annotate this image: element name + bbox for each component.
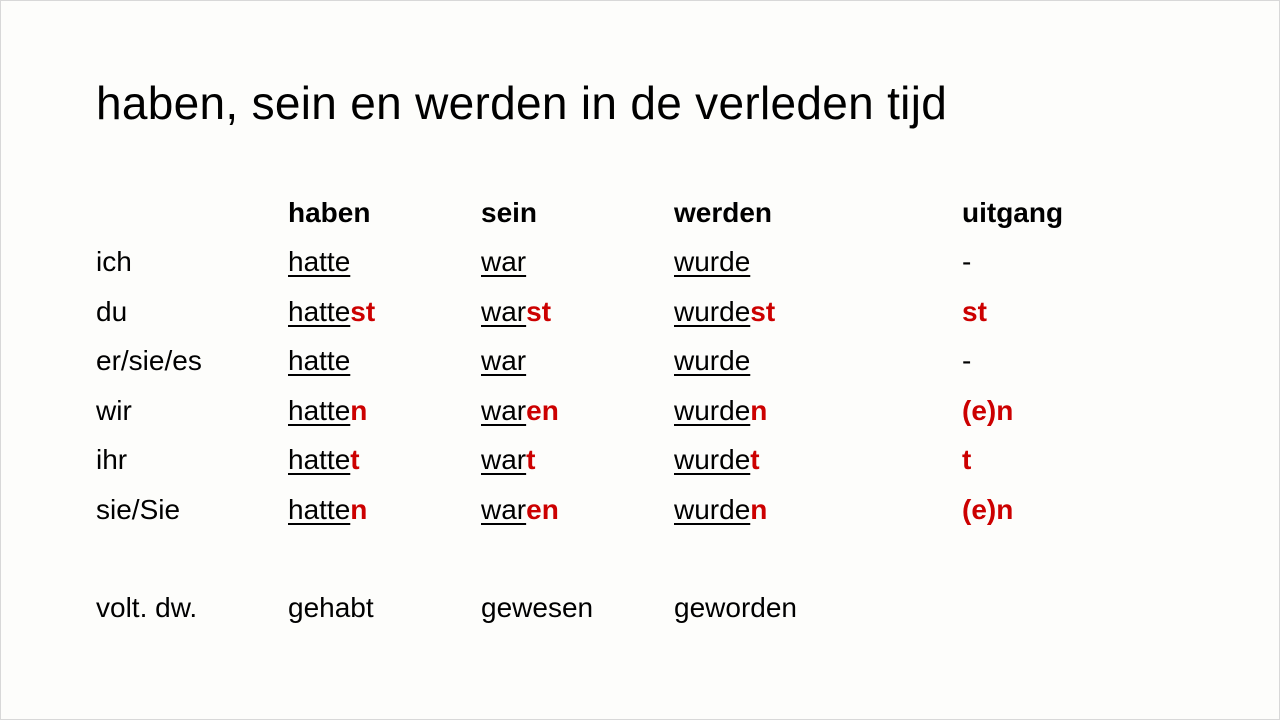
verb-form: war bbox=[481, 344, 526, 378]
uitgang-value: (e)n bbox=[962, 394, 1014, 426]
participle-gehabt: gehabt bbox=[288, 592, 374, 623]
verb-stem: hatte bbox=[288, 394, 351, 426]
participle-geworden: geworden bbox=[674, 592, 797, 623]
verb-form: hatten bbox=[288, 493, 367, 527]
verb-stem: hatte bbox=[288, 295, 351, 327]
verb-ending: n bbox=[750, 394, 768, 426]
verb-form: wurden bbox=[674, 493, 767, 527]
verb-stem: hatte bbox=[288, 444, 351, 475]
column-header-sein: sein bbox=[481, 197, 538, 228]
pronoun-ihr: ihr bbox=[96, 444, 128, 475]
uitgang-value: t bbox=[962, 444, 972, 475]
uitgang-value: (e)n bbox=[962, 493, 1014, 525]
verb-stem: wurde bbox=[674, 394, 751, 426]
verb-stem: war bbox=[481, 246, 527, 277]
verb-stem: war bbox=[481, 493, 527, 525]
pronoun-wir: wir bbox=[96, 394, 132, 426]
verb-stem: wurde bbox=[674, 493, 751, 525]
verb-form: wart bbox=[481, 443, 535, 477]
verb-stem: wurde bbox=[674, 295, 751, 327]
column-header-haben: haben bbox=[288, 197, 371, 228]
pronoun-ich: ich bbox=[96, 246, 132, 277]
uitgang-value: st bbox=[962, 295, 987, 327]
verb-form: hatte bbox=[288, 245, 350, 279]
column-header-werden: werden bbox=[674, 197, 773, 228]
verb-stem: wurde bbox=[674, 444, 751, 475]
verb-form: warst bbox=[481, 295, 551, 329]
verb-stem: war bbox=[481, 444, 527, 475]
verb-ending: n bbox=[350, 394, 368, 426]
column-header-uitgang: uitgang bbox=[962, 197, 1064, 228]
verb-stem: war bbox=[481, 345, 527, 376]
verb-form: wurde bbox=[674, 245, 750, 279]
verb-ending: st bbox=[350, 295, 376, 327]
verb-ending: en bbox=[526, 394, 559, 426]
verb-ending: en bbox=[526, 493, 559, 525]
verb-form: wurde bbox=[674, 344, 750, 378]
verb-form: wurden bbox=[674, 394, 767, 428]
verb-ending: t bbox=[526, 444, 536, 475]
verb-stem: hatte bbox=[288, 345, 351, 376]
verb-ending: st bbox=[526, 295, 552, 327]
verb-stem: war bbox=[481, 295, 527, 327]
uitgang-value: - bbox=[962, 246, 972, 277]
pronoun-er-sie-es: er/sie/es bbox=[96, 345, 202, 376]
verb-stem: hatte bbox=[288, 246, 351, 277]
verb-stem: war bbox=[481, 394, 527, 426]
verb-ending: t bbox=[350, 444, 360, 475]
verb-form: hattest bbox=[288, 295, 375, 329]
participle-label: volt. dw. bbox=[96, 592, 198, 623]
pronoun-du: du bbox=[96, 295, 128, 327]
pronoun-sie-Sie: sie/Sie bbox=[96, 493, 181, 525]
verb-ending: n bbox=[350, 493, 368, 525]
verb-form: hatten bbox=[288, 394, 367, 428]
verb-stem: wurde bbox=[674, 345, 751, 376]
verb-stem: wurde bbox=[674, 246, 751, 277]
uitgang-value: - bbox=[962, 345, 972, 376]
slide-title: haben, sein en werden in de verleden tij… bbox=[96, 77, 948, 129]
participle-gewesen: gewesen bbox=[481, 592, 594, 623]
verb-ending: st bbox=[750, 295, 776, 327]
verb-form: hattet bbox=[288, 443, 360, 477]
verb-form: waren bbox=[481, 493, 559, 527]
verb-form: hatte bbox=[288, 344, 350, 378]
verb-form: waren bbox=[481, 394, 559, 428]
verb-ending: n bbox=[750, 493, 768, 525]
verb-ending: t bbox=[750, 444, 760, 475]
verb-form: wurdest bbox=[674, 295, 775, 329]
verb-stem: hatte bbox=[288, 493, 351, 525]
verb-form: wurdet bbox=[674, 443, 760, 477]
verb-form: war bbox=[481, 245, 526, 279]
